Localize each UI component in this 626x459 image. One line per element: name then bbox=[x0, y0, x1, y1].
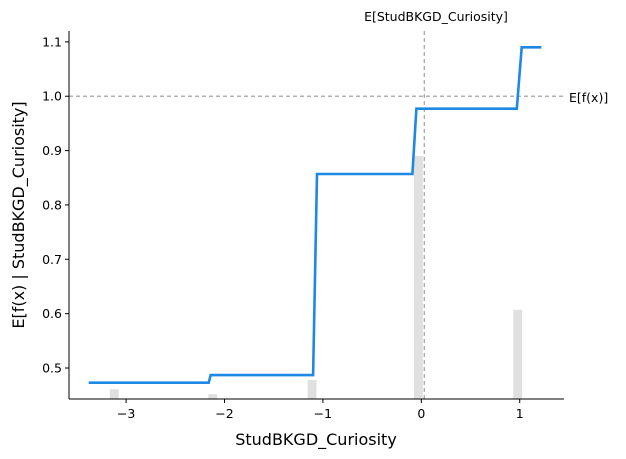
x-axis-title: StudBKGD_Curiosity bbox=[235, 430, 397, 450]
y-axis-title: E[f(x) | StudBKGD_Curiosity] bbox=[9, 101, 29, 328]
y-tick-label-1: 0.6 bbox=[42, 306, 62, 321]
y-tick-label-3: 0.8 bbox=[42, 197, 62, 212]
histogram-bar-0 bbox=[109, 389, 119, 399]
x-tick-label-2: −1 bbox=[314, 406, 332, 421]
ref-label-expected-value: E[f(x)] bbox=[569, 90, 608, 105]
x-tick-label-4: 1 bbox=[516, 406, 524, 421]
x-tick-label-3: 0 bbox=[417, 406, 425, 421]
reference-lines bbox=[69, 31, 564, 399]
y-tick-label-4: 0.9 bbox=[42, 143, 62, 158]
ref-label-feature-mean: E[StudBKGD_Curiosity] bbox=[364, 9, 508, 24]
series-line-0 bbox=[88, 45, 542, 385]
series-layer bbox=[88, 45, 542, 385]
y-tick-label-6: 1.1 bbox=[42, 34, 62, 49]
histogram-layer bbox=[109, 156, 523, 399]
y-tick-label-5: 1.0 bbox=[42, 89, 62, 104]
histogram-bar-2 bbox=[307, 379, 317, 399]
y-tick-label-0: 0.5 bbox=[42, 361, 62, 376]
histogram-bar-4 bbox=[513, 309, 523, 399]
x-tick-label-0: −3 bbox=[117, 406, 135, 421]
histogram-bar-3 bbox=[413, 156, 423, 399]
histogram-bar-1 bbox=[208, 394, 218, 399]
axes bbox=[68, 31, 564, 400]
ticks: −3 −2 −1 0 1 0.5 0.6 0.7 0.8 0.9 1.0 1.1 bbox=[42, 34, 524, 421]
x-tick-label-1: −2 bbox=[215, 406, 233, 421]
y-tick-label-2: 0.7 bbox=[42, 252, 62, 267]
